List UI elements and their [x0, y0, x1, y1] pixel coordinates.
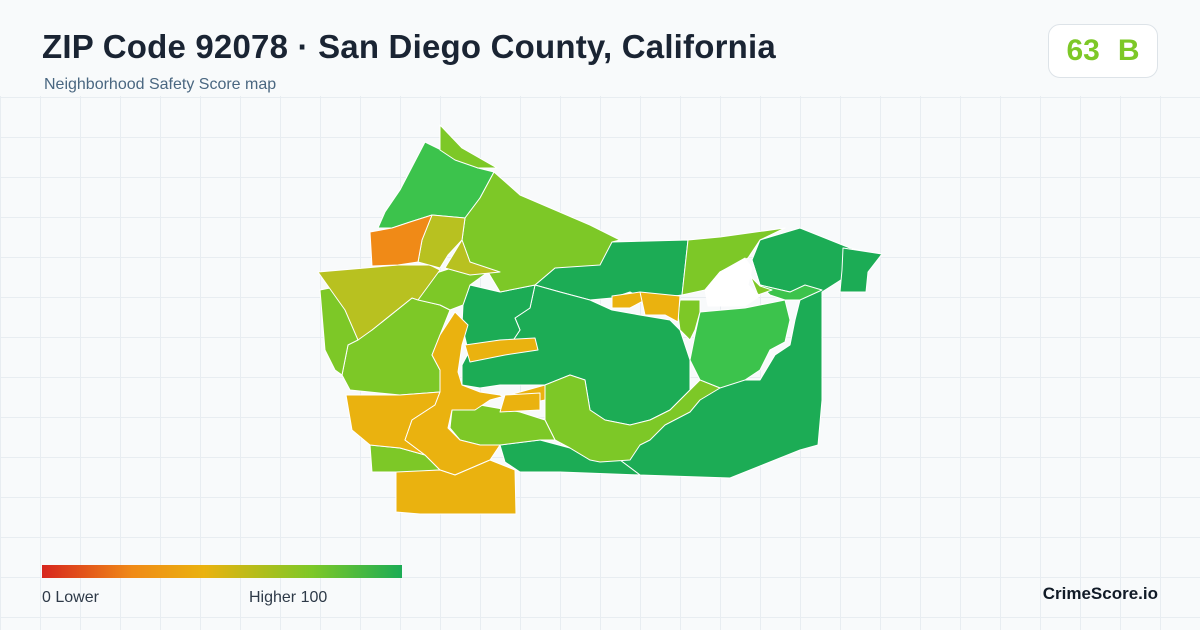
header-bar: ZIP Code 92078 · San Diego County, Calif…	[0, 0, 1200, 96]
map-region[interactable]	[317, 264, 441, 341]
score-value: 63	[1066, 34, 1100, 67]
score-grade: B	[1117, 34, 1140, 67]
map-region[interactable]	[439, 124, 498, 169]
map-region[interactable]	[499, 392, 541, 413]
page-subtitle: Neighborhood Safety Score map	[44, 76, 277, 93]
map-region[interactable]	[395, 459, 517, 515]
brand-logo-text[interactable]: CrimeScore.io	[1042, 584, 1158, 603]
legend-high-label: Higher 100	[249, 589, 328, 606]
legend-gradient-bar	[42, 565, 402, 578]
map-region[interactable]	[464, 337, 539, 363]
map-region[interactable]	[369, 214, 433, 267]
page-title: ZIP Code 92078 · San Diego County, Calif…	[42, 28, 776, 65]
map-region[interactable]	[839, 247, 883, 293]
map-region[interactable]	[544, 374, 721, 463]
map-region[interactable]	[639, 291, 681, 323]
score-badge: 63 B	[1048, 24, 1158, 78]
map-region[interactable]	[444, 239, 501, 276]
map-region[interactable]	[611, 291, 646, 309]
map-region[interactable]	[499, 439, 641, 476]
map-region[interactable]	[681, 227, 786, 296]
map-region[interactable]	[742, 261, 773, 296]
map-region[interactable]	[404, 311, 546, 476]
legend-low-label: 0 Lower	[42, 589, 99, 606]
map-region-empty	[704, 257, 761, 307]
